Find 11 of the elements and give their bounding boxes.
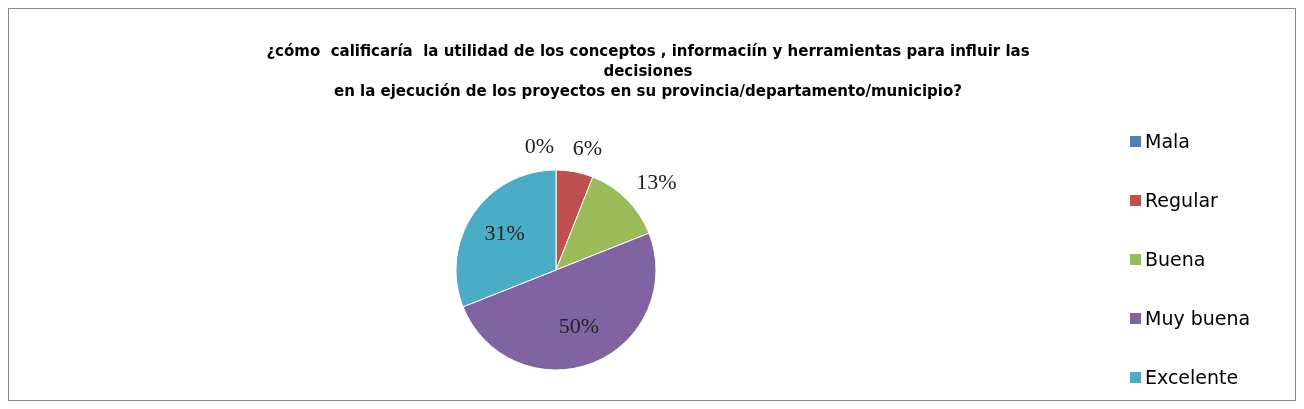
legend-label: Buena	[1145, 247, 1206, 270]
legend-label: Muy buena	[1145, 306, 1251, 329]
legend-label: Regular	[1145, 188, 1219, 211]
text: 0%	[524, 133, 554, 159]
legend-label: Mala	[1145, 129, 1190, 152]
chart-title: ¿cómo calificaría la utilidad de los conceptos , informaciín y herramientas para influir las decisiones en la ejecución de los proyectos en su provincia/departamento/municipio?	[266, 42, 1030, 100]
data-label: 50%	[558, 312, 599, 338]
legend-label: Excelente	[1145, 365, 1239, 388]
data-label: 6%	[572, 135, 603, 161]
data-label: 13%	[636, 168, 677, 194]
data-label: 31%	[484, 220, 525, 246]
